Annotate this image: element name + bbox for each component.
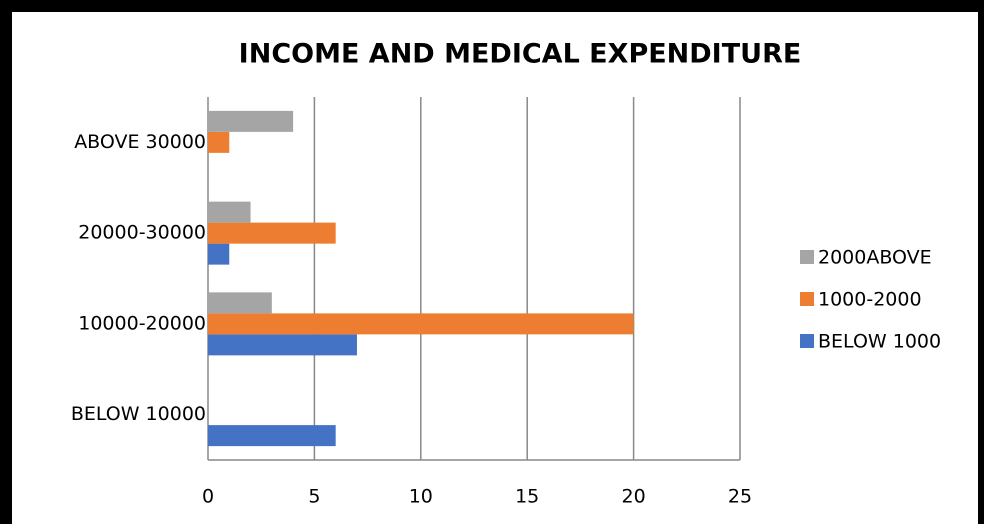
- x-tick-label: 25: [728, 486, 752, 508]
- y-tick-label: BELOW 10000: [71, 403, 206, 425]
- x-tick-label: 0: [202, 486, 214, 508]
- bar: [208, 243, 230, 265]
- y-tick-label: 10000-20000: [78, 312, 206, 334]
- legend-swatch: [800, 250, 814, 264]
- y-tick-label: 20000-30000: [78, 222, 206, 244]
- chart-title: INCOME AND MEDICAL EXPENDITURE: [239, 39, 802, 70]
- bar: [208, 313, 634, 335]
- bar: [208, 425, 336, 447]
- bar: [208, 222, 336, 244]
- legend-label: BELOW 1000: [818, 331, 941, 353]
- bar: [208, 292, 272, 314]
- legend-swatch: [800, 334, 814, 348]
- legend-label: 1000-2000: [818, 289, 922, 311]
- bar: [208, 201, 251, 223]
- x-tick-label: 10: [409, 486, 433, 508]
- y-tick-label: ABOVE 30000: [74, 131, 206, 153]
- x-tick-label: 20: [622, 486, 646, 508]
- bar: [208, 110, 294, 132]
- bar: [208, 131, 230, 153]
- x-tick-label: 15: [515, 486, 539, 508]
- legend-label: 2000ABOVE: [818, 247, 932, 269]
- chart-area: [12, 12, 978, 524]
- bar: [208, 334, 357, 356]
- legend-swatch: [800, 292, 814, 306]
- x-tick-label: 5: [308, 486, 320, 508]
